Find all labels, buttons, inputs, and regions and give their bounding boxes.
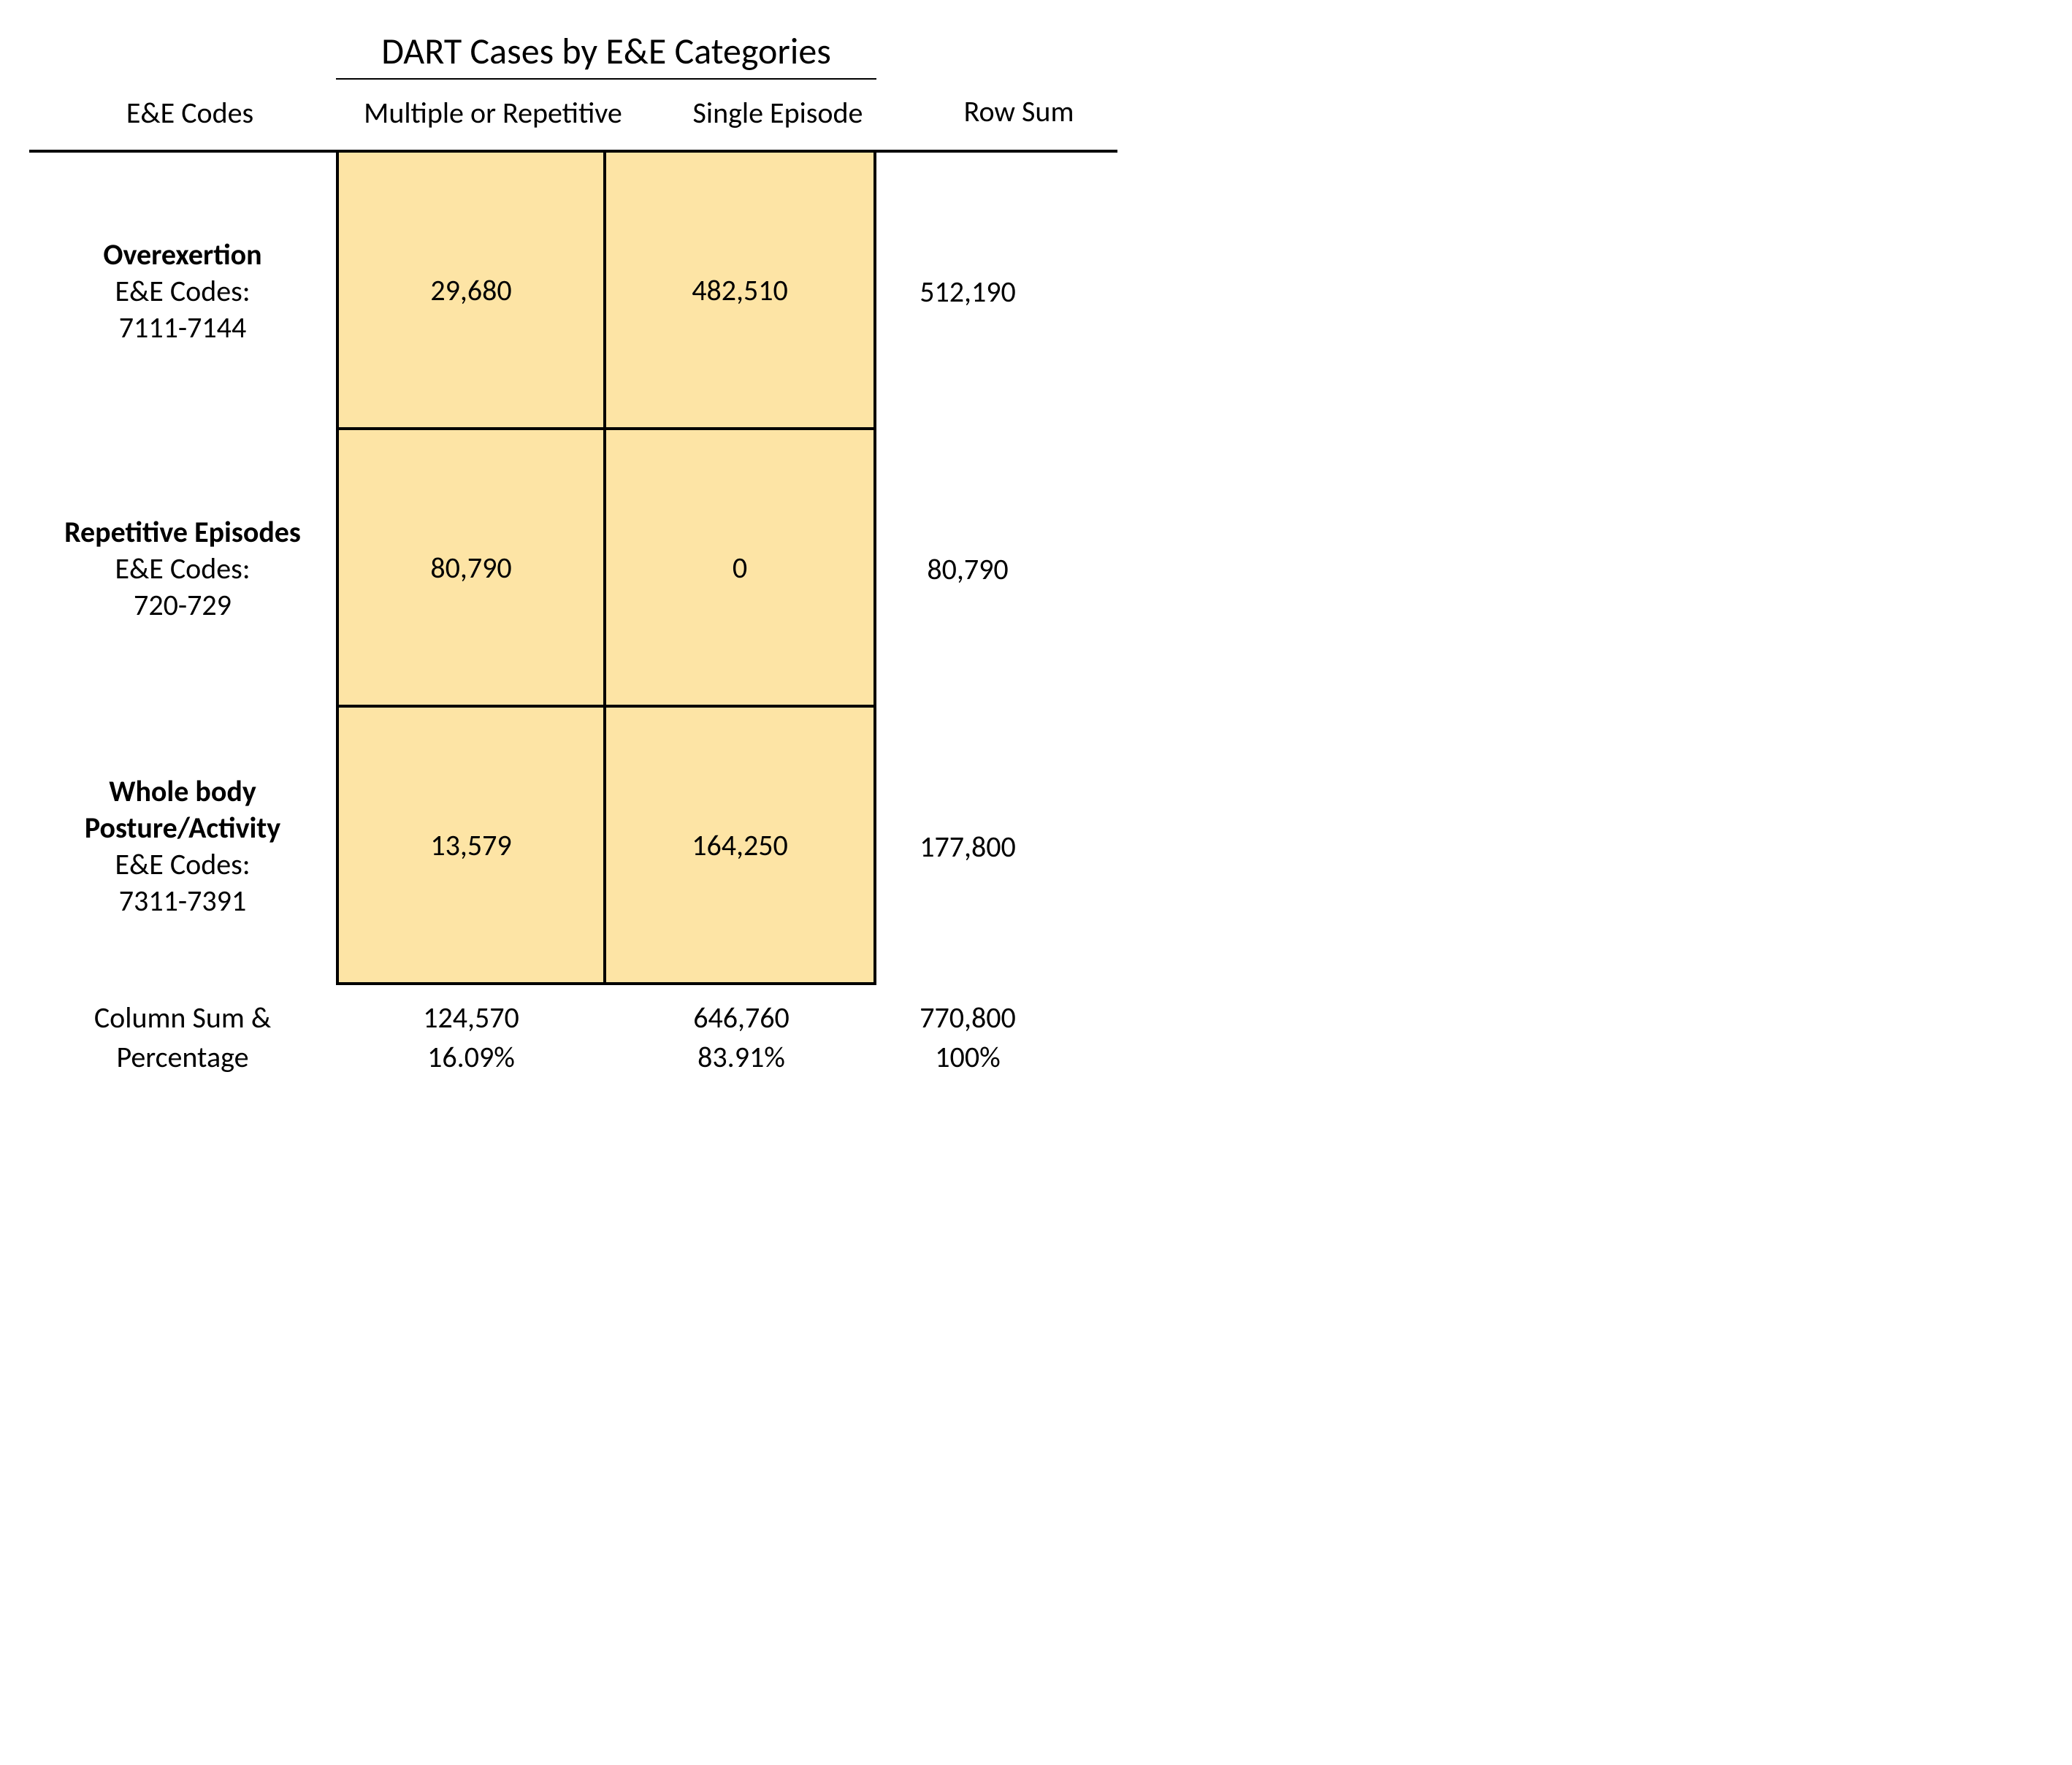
footer-total: 770,800 100% [876, 998, 1059, 1077]
row-label-line3: 7311-7391 [119, 883, 246, 919]
cell-rowsum: 512,190 [876, 153, 1059, 430]
row-label: Overexertion E&E Codes: 7111-7144 [29, 153, 336, 430]
row-label: Whole body Posture/Activity E&E Codes: 7… [29, 708, 336, 985]
row-label: Repetitive Episodes E&E Codes: 720-729 [29, 430, 336, 708]
row-label-bold: Whole body Posture/Activity [39, 773, 326, 846]
footer-single-sum: 646,760 [606, 998, 876, 1038]
title-right-spacer [876, 29, 1059, 80]
row-label-line2: E&E Codes: [115, 551, 250, 587]
table-title: DART Cases by E&E Categories [336, 29, 876, 80]
footer-multiple-sum: 124,570 [336, 998, 606, 1038]
header-rowsum: Row Sum [920, 80, 1117, 150]
footer-single: 646,760 83.91% [606, 998, 876, 1077]
cell-rowsum: 80,790 [876, 430, 1059, 708]
header-multiple: Multiple or Repetitive [351, 81, 635, 150]
row-label-line2: E&E Codes: [115, 273, 250, 310]
header-codes: E&E Codes [29, 81, 351, 150]
footer-total-sum: 770,800 [876, 998, 1059, 1038]
table-row: Overexertion E&E Codes: 7111-7144 29,680… [29, 153, 1117, 430]
cell-single: 482,510 [606, 153, 876, 430]
header-row: E&E Codes Multiple or Repetitive Single … [29, 80, 1117, 153]
title-row: DART Cases by E&E Categories [29, 29, 1117, 80]
footer-label: Column Sum & Percentage [29, 998, 336, 1077]
table-row: Repetitive Episodes E&E Codes: 720-729 8… [29, 430, 1117, 708]
row-label-line2: E&E Codes: [115, 846, 250, 883]
footer-multiple-pct: 16.09% [336, 1038, 606, 1077]
footer-single-pct: 83.91% [606, 1038, 876, 1077]
row-label-bold: Overexertion [103, 237, 261, 273]
cell-single: 0 [606, 430, 876, 708]
header-single: Single Episode [635, 81, 920, 150]
row-label-line3: 7111-7144 [119, 310, 246, 346]
row-label-line3: 720-729 [134, 587, 232, 624]
footer-label-line1: Column Sum & [29, 998, 336, 1038]
footer-multiple: 124,570 16.09% [336, 998, 606, 1077]
cell-multiple: 13,579 [336, 708, 606, 985]
cell-single: 164,250 [606, 708, 876, 985]
table-row: Whole body Posture/Activity E&E Codes: 7… [29, 708, 1117, 985]
title-left-spacer [29, 29, 336, 80]
cell-rowsum: 177,800 [876, 708, 1059, 985]
footer-label-line2: Percentage [29, 1038, 336, 1077]
footer-total-pct: 100% [876, 1038, 1059, 1077]
row-label-bold: Repetitive Episodes [64, 514, 301, 551]
footer-row: Column Sum & Percentage 124,570 16.09% 6… [29, 985, 1117, 1077]
cell-multiple: 80,790 [336, 430, 606, 708]
cell-multiple: 29,680 [336, 153, 606, 430]
dart-table: DART Cases by E&E Categories E&E Codes M… [29, 29, 1117, 1077]
